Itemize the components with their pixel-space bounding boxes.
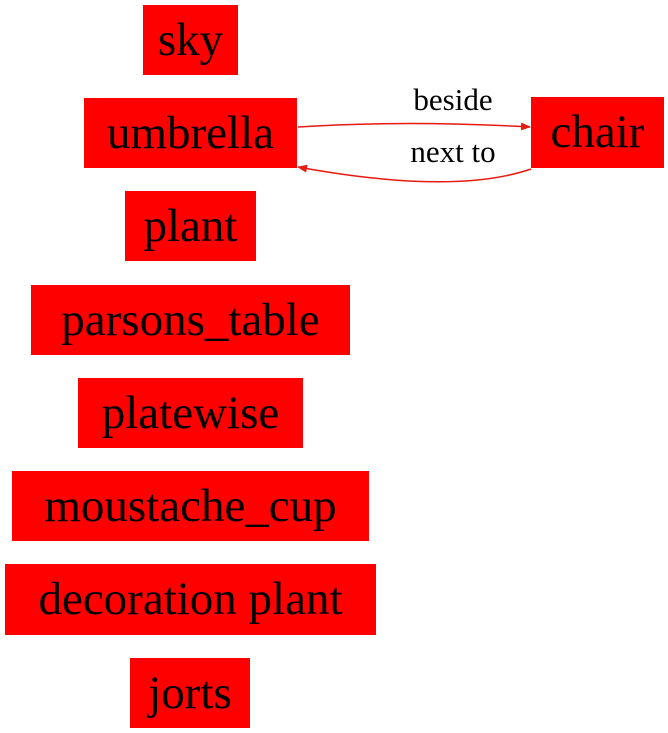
edge-label-beside: beside — [413, 82, 492, 117]
node-umbrella: umbrella — [84, 98, 297, 168]
edge-label-next-to: next to — [410, 134, 495, 169]
node-chair: chair — [531, 97, 664, 168]
node-moustache-cup: moustache_cup — [12, 471, 369, 541]
edge-beside — [297, 122, 531, 131]
node-sky: sky — [143, 5, 238, 75]
node-parsons-table: parsons_table — [31, 285, 350, 355]
node-platewise: platewise — [78, 378, 303, 448]
node-jorts: jorts — [130, 658, 250, 728]
edge-next-to — [297, 164, 532, 183]
node-decoration-plant: decoration plant — [5, 564, 376, 635]
node-plant: plant — [125, 191, 256, 261]
